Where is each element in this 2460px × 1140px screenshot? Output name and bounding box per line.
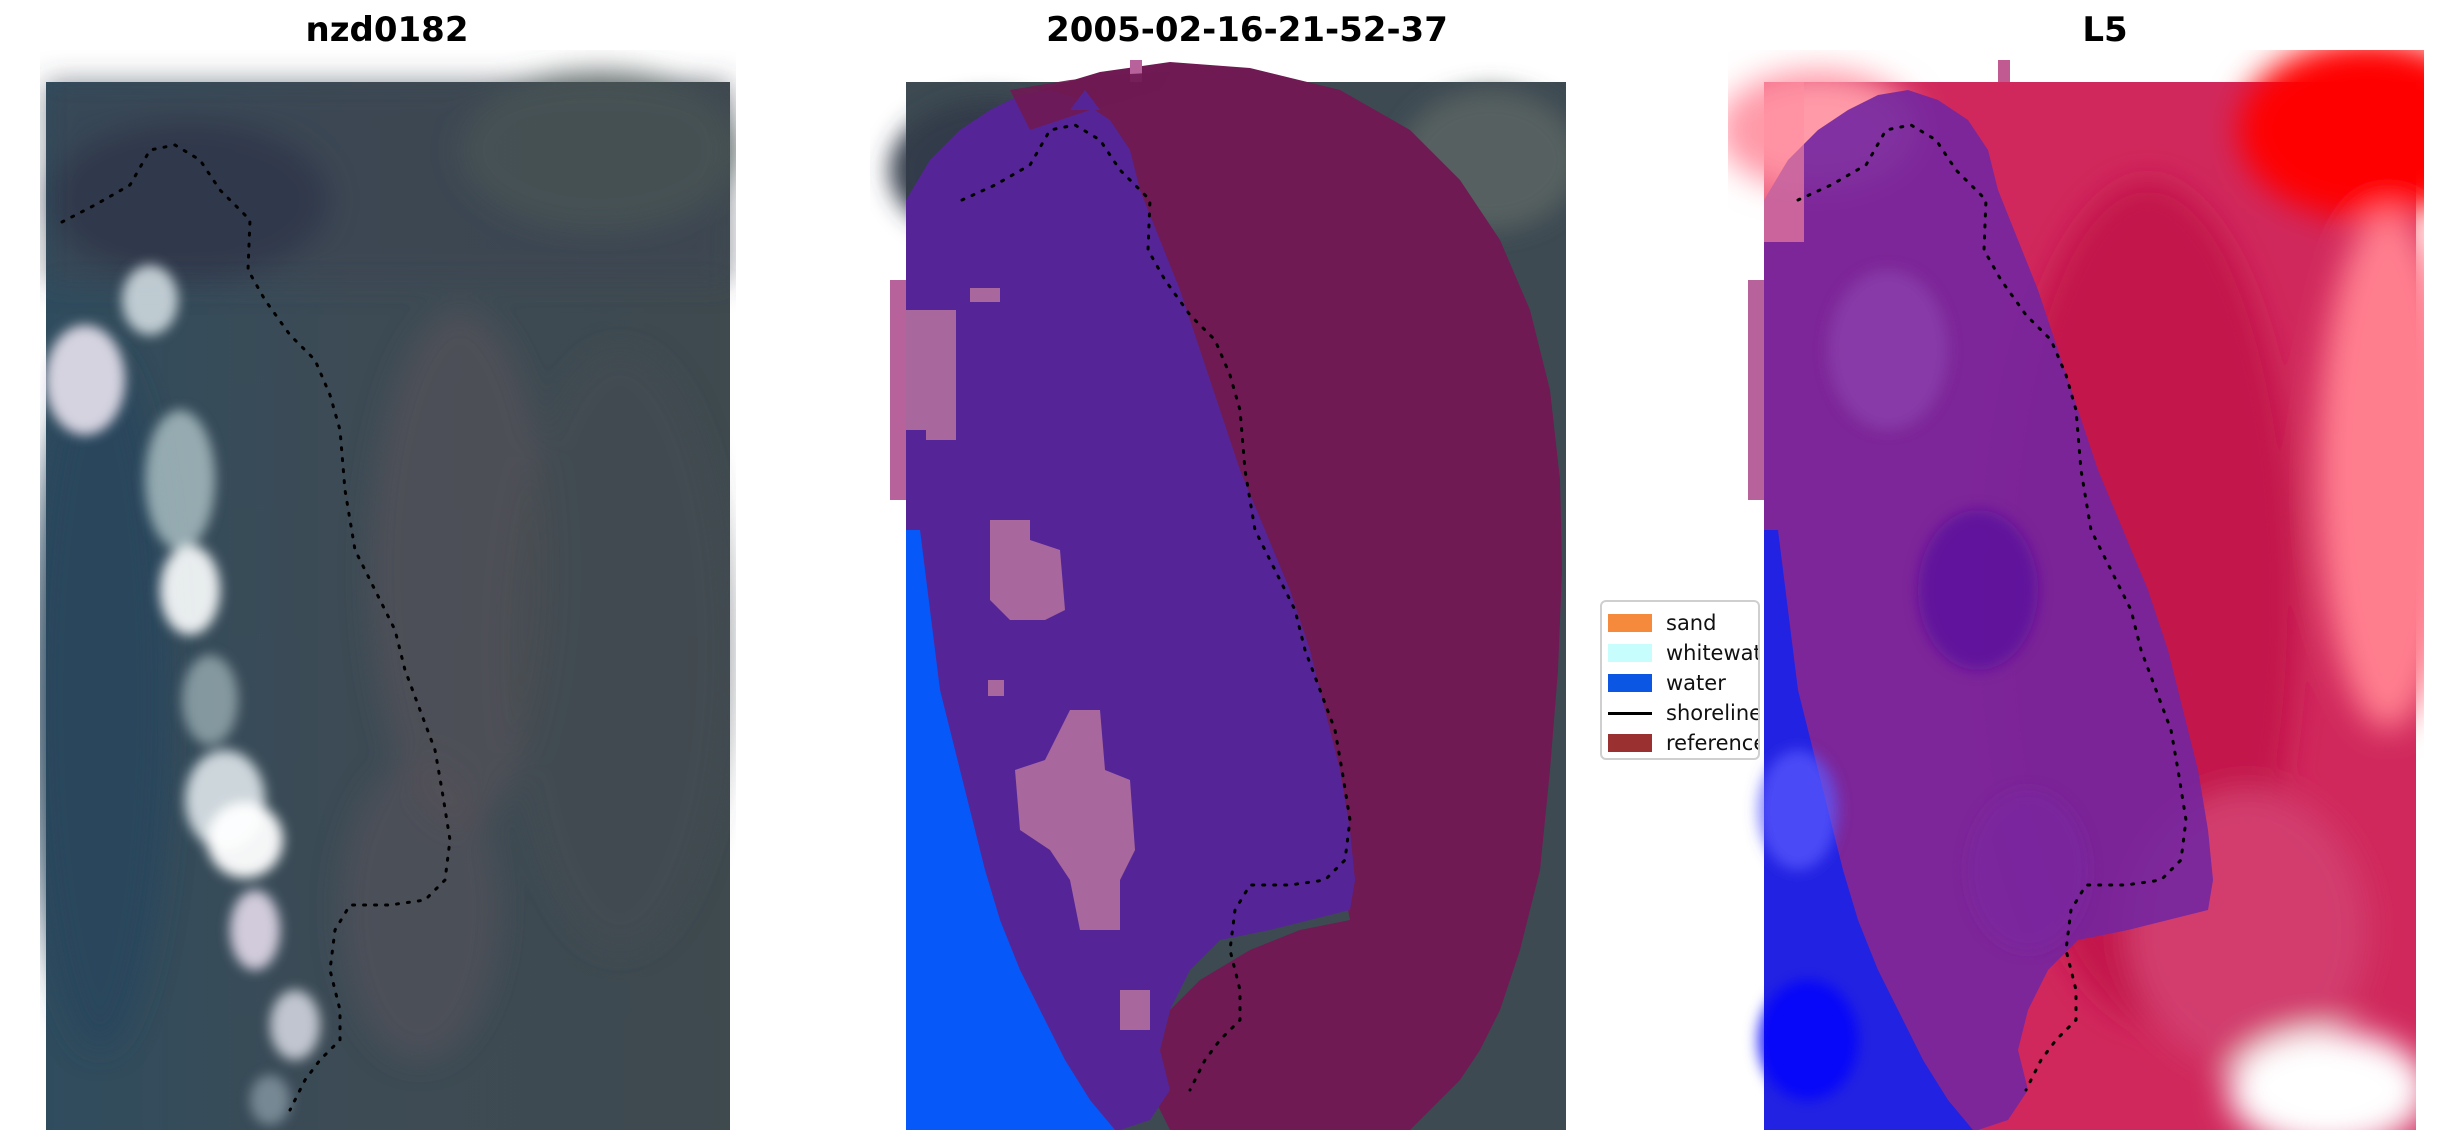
legend-item-reference: reference xyxy=(1602,728,1758,758)
legend-label-water: water xyxy=(1666,671,1726,695)
rgb-image xyxy=(40,70,736,1130)
classification-panel xyxy=(870,50,1566,1130)
legend-label-sand: sand xyxy=(1666,611,1717,635)
legend-item-shoreline: shoreline xyxy=(1602,698,1758,728)
legend-swatch-shoreline xyxy=(1608,711,1652,715)
legend-label-reference: reference xyxy=(1666,731,1760,755)
legend-label-shoreline: shoreline xyxy=(1666,701,1760,725)
legend-label-whitewater: whitewat xyxy=(1666,641,1760,665)
legend-swatch-sand xyxy=(1608,614,1652,632)
legend-item-sand: sand xyxy=(1602,608,1758,638)
legend-item-whitewater: whitewat xyxy=(1602,638,1758,668)
legend-item-water: water xyxy=(1602,668,1758,698)
classification-image xyxy=(890,60,1566,1130)
panel-title-index: L5 xyxy=(2082,10,2128,50)
legend-swatch-water xyxy=(1608,674,1652,692)
index-panel xyxy=(1728,50,2424,1130)
legend-swatch-reference xyxy=(1608,734,1652,752)
index-image xyxy=(1728,50,2424,1130)
rgb-image-panel xyxy=(40,50,736,1130)
panel-title-classification: 2005-02-16-21-52-37 xyxy=(1046,10,1448,50)
panel-title-rgb: nzd0182 xyxy=(305,10,469,50)
legend-swatch-whitewater xyxy=(1608,644,1652,662)
legend: sand whitewat water shoreline reference xyxy=(1600,600,1760,760)
